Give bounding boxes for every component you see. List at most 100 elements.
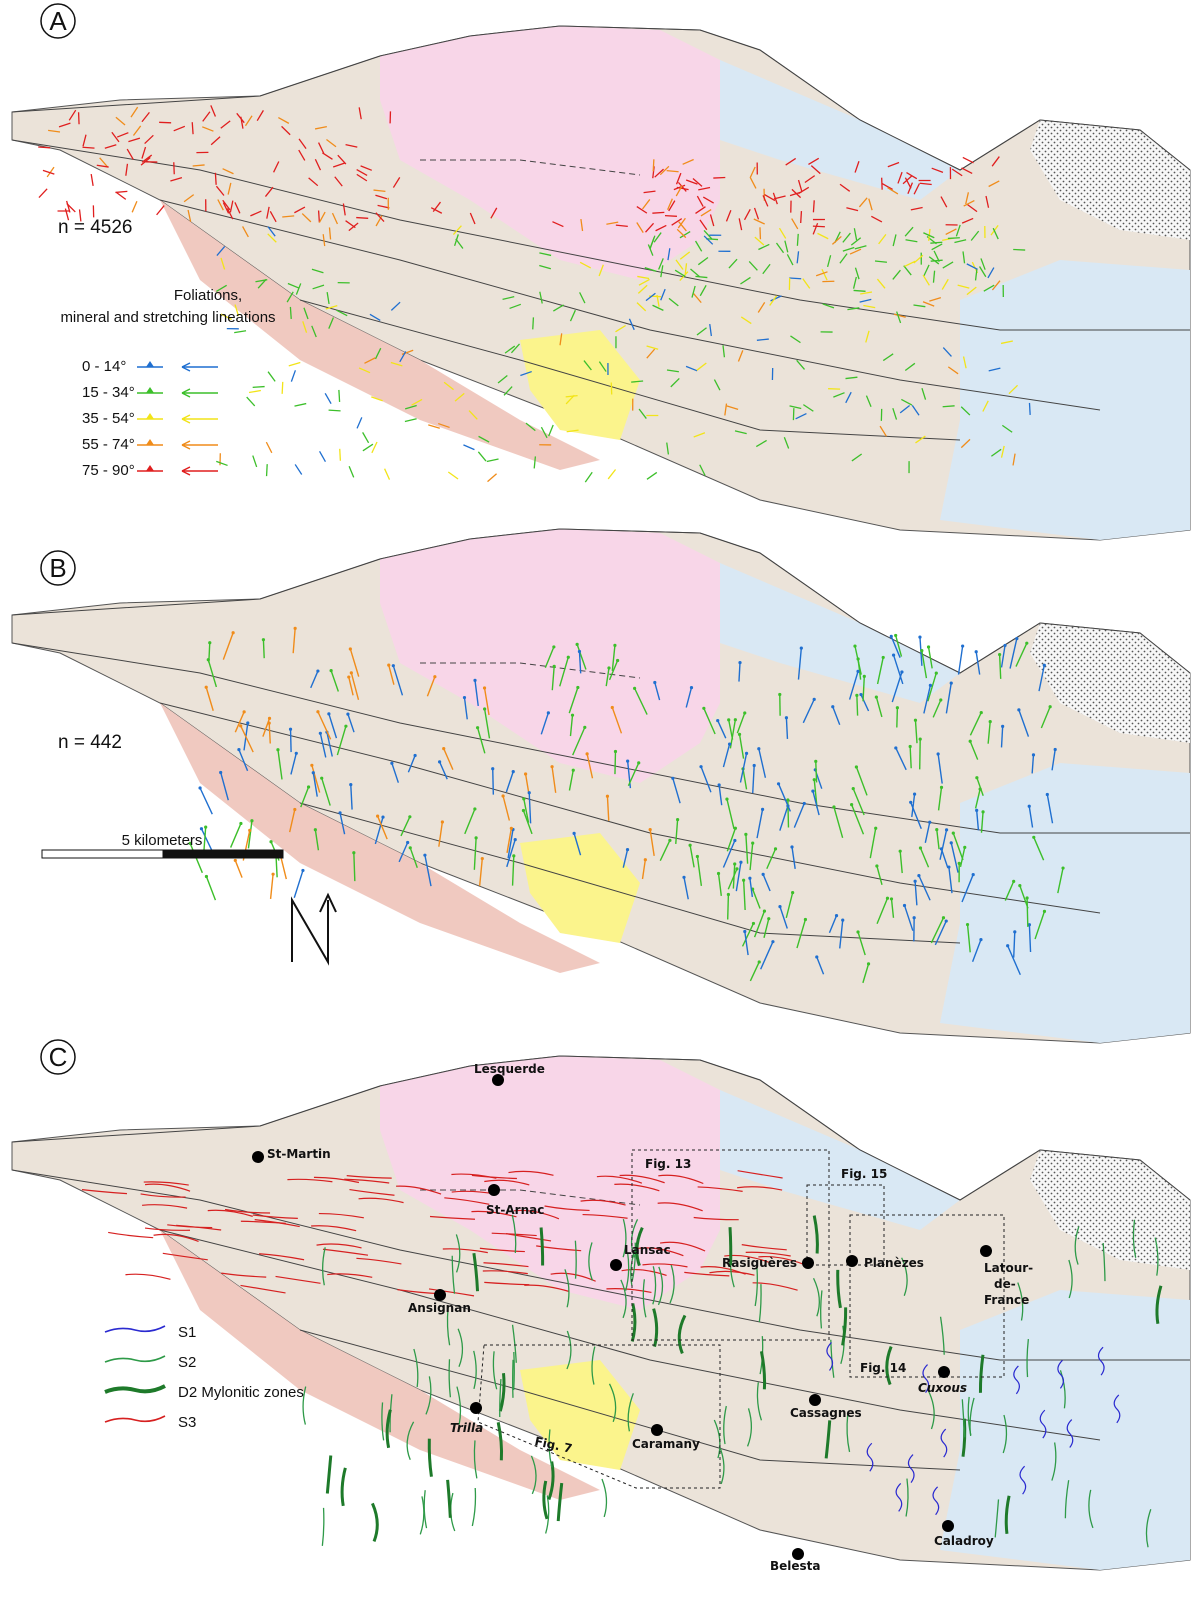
lineation-arrow [850,804,865,835]
dip-symbol [322,234,326,247]
dip-symbol [287,282,300,289]
dip-symbol [477,451,487,462]
dip-symbol [265,441,273,454]
place-marker: Latour- [980,1245,1033,1275]
dip-symbol [646,348,656,359]
lineation-arrow [528,792,532,824]
lineation-arrow [896,707,899,728]
dip-symbol [318,211,326,223]
dip-symbol [659,165,670,176]
dip-symbol [540,426,548,439]
dip-symbol [170,177,183,182]
lineation-arrow [777,783,792,812]
dip-symbol [906,172,918,180]
dip-symbol [860,291,873,295]
s3-trace [619,1174,665,1184]
lineation-arrow [937,753,943,784]
lineation-arrow [739,753,748,783]
dip-symbol [930,241,943,244]
dip-symbol [220,313,233,321]
lineation-arrow [292,628,296,654]
dip-symbol [899,404,911,414]
dip-symbol [931,243,943,251]
dip-symbol [694,240,703,252]
s3-trace [758,1256,804,1265]
lineation-arrow [940,848,949,869]
dip-symbol [202,111,211,122]
dip-symbol [654,168,664,178]
dip-symbol [487,473,498,483]
dip-symbol [548,424,554,437]
s3-trace [221,1272,267,1278]
s3-trace [508,1170,554,1176]
lineation-arrow [229,823,242,848]
dip-symbol [328,317,335,329]
s2-trace [539,1227,545,1266]
s1-trace [932,1486,940,1516]
dip-symbol [636,302,647,312]
dip-symbol [697,257,709,266]
dip-symbol [713,379,721,391]
dip-symbol [290,370,297,382]
dip-symbol [757,302,766,313]
dip-symbol [871,215,883,223]
s3-trace [737,1186,783,1191]
lineation-arrow [763,918,770,938]
dip-symbol [469,212,476,225]
lineation-arrow [741,923,755,947]
dip-symbol [443,381,454,391]
lineation-arrow [1034,911,1046,940]
dip-symbol [82,134,87,147]
lineation-arrow [828,915,838,934]
s3-trace [224,1208,271,1214]
s3-trace [684,1271,730,1277]
place-marker: Cuxous [918,1366,967,1395]
dip-symbol [947,366,959,375]
s2-trace [1145,1509,1152,1548]
dip-symbol [709,214,715,227]
place-name: Caramany [632,1437,700,1451]
dip-symbol [236,112,245,124]
dip-symbol [695,275,708,279]
dip-symbol [845,391,852,404]
dip-symbol [678,221,687,232]
fig-13-box: Fig. 13 [631,1149,830,1341]
lineation-arrow [200,828,214,852]
dip-symbol [691,285,696,298]
lineation-arrow [998,654,1002,679]
dip-symbol [636,206,648,214]
dip-symbol [404,418,417,423]
dip-symbol [356,169,368,177]
lineation-arrow [506,839,516,868]
dip-symbol [815,271,828,277]
dip-symbol [266,206,270,219]
s2-trace [1017,1282,1024,1321]
lineation-arrow [463,697,468,720]
lineation-arrow [312,772,318,797]
dip-symbol [452,225,462,236]
s2-trace [1026,1338,1030,1378]
dip-class-label: 75 - 90° [82,462,135,479]
dip-symbol [345,143,358,148]
lineation-arrow [869,828,877,859]
s2-trace [427,1438,433,1477]
s3-trace [125,1273,171,1280]
s3-trace [428,1288,475,1297]
dip-symbol [652,304,664,311]
lineation-arrow [749,878,754,898]
dip-symbol [234,304,240,317]
dip-symbol [369,313,381,322]
dip-symbol [960,438,971,449]
lineation-arrow [952,832,964,861]
fig-14-label: Fig. 14 [860,1361,906,1375]
dip-symbol [58,122,71,128]
dip-symbol [919,182,932,186]
lineation-arrow [899,851,903,874]
s3-trace [544,1205,590,1212]
dip-symbol [692,293,702,304]
lineation-arrow [791,846,796,869]
lineation-arrow [937,787,943,811]
lineation-arrow [726,828,737,852]
dip-symbol [338,389,341,402]
dip-symbol [371,396,383,402]
